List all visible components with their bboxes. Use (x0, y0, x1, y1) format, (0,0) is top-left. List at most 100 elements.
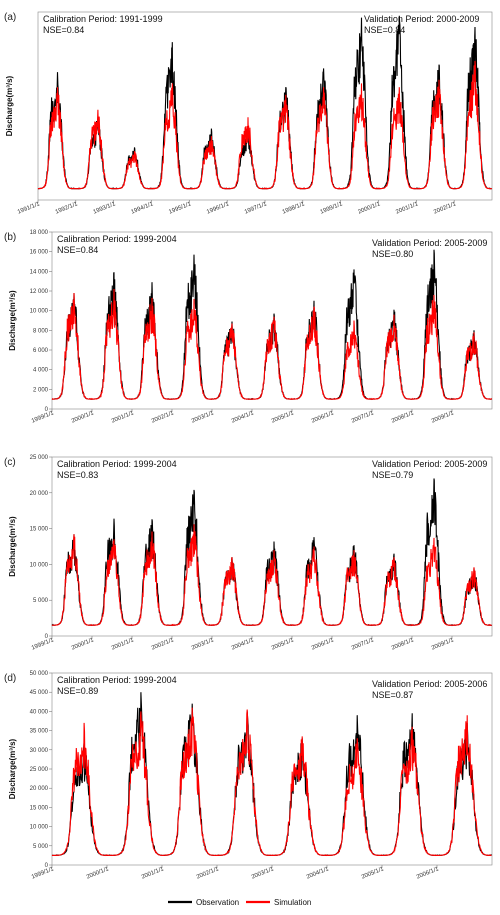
x-tick-label: 2005/1/1 (361, 866, 386, 881)
simulation-series (51, 524, 492, 627)
panel-label: (c) (4, 457, 16, 468)
x-tick-label: 2003/1/1 (191, 410, 216, 425)
panel-label: (d) (4, 673, 16, 684)
calibration-nse-label: NSE=0.84 (57, 245, 98, 255)
x-tick-label: 2001/1/1 (395, 201, 420, 216)
y-tick-label: 6 000 (33, 348, 49, 354)
x-tick-label: 2009/1/1 (431, 637, 456, 652)
legend: Observation Simulation (168, 898, 311, 907)
x-tick-label: 1999/1/1 (320, 201, 345, 216)
panel-b: (b) 0 2 000 4 000 6 000 8 000 10 000 12 000 14 0… (0, 225, 500, 450)
y-tick-label: 10 000 (30, 825, 49, 831)
calibration-period-label: Calibration Period: 1999-2004 (57, 675, 177, 685)
x-tick-label: 2009/1/1 (431, 410, 456, 425)
y-tick-label: 20 000 (30, 786, 49, 792)
x-tick-label: 2001/1/1 (111, 637, 136, 652)
x-tick-label: 2002/1/1 (433, 201, 458, 216)
x-tick-label: 1998/1/1 (282, 201, 307, 216)
x-tick-label: 2000/1/1 (71, 410, 96, 425)
validation-period-label: Validation Period: 2005-2006 (372, 679, 487, 689)
y-tick-label: 20 000 (30, 491, 49, 497)
calibration-period-label: Calibration Period: 1999-2004 (57, 234, 177, 244)
y-tick-label: 45 000 (30, 690, 49, 696)
panel-label: (b) (4, 232, 16, 243)
panel-label: (a) (4, 12, 16, 23)
x-tick-label: 2005/1/1 (271, 637, 296, 652)
plot-frame (51, 231, 493, 410)
x-tick-label: 2006/1/1 (416, 866, 441, 881)
observation-series (52, 692, 492, 857)
x-tick-label: 1999/1/1 (31, 637, 56, 652)
plot-frame (51, 672, 493, 866)
calibration-nse-label: NSE=0.83 (57, 470, 98, 480)
x-tick-label: 2003/1/1 (191, 637, 216, 652)
x-tick-label: 2004/1/1 (306, 866, 331, 881)
y-axis-label: Discharge(m³/s) (8, 516, 17, 577)
x-tick-label: 2003/1/1 (251, 866, 276, 881)
y-tick-label: 14 000 (30, 269, 49, 275)
x-tick-label: 2008/1/1 (391, 637, 416, 652)
y-tick-label: 10 000 (30, 309, 49, 315)
x-tick-label: 2002/1/1 (196, 866, 221, 881)
y-tick-label: 50 000 (30, 671, 49, 677)
legend-observation-label: Observation (196, 898, 239, 907)
simulation-series (37, 60, 493, 190)
x-tick-label: 2000/1/1 (86, 866, 111, 881)
calibration-period-label: Calibration Period: 1999-2004 (57, 459, 177, 469)
x-tick-label: 1999/1/1 (31, 410, 56, 425)
simulation-series (51, 288, 493, 401)
panel-c: (c) 0 5 000 10 000 15 000 20 000 25 000 Dischar… (0, 450, 500, 665)
simulation-series (51, 707, 492, 857)
x-tick-label: 1995/1/1 (168, 201, 193, 216)
y-tick-label: 4 000 (33, 368, 49, 374)
y-tick-label: 15 000 (30, 805, 49, 811)
y-tick-label: 5 000 (33, 598, 49, 604)
calibration-nse-label: NSE=0.84 (43, 25, 84, 35)
validation-nse-label: NSE=0.79 (372, 470, 413, 480)
y-tick-label: 25 000 (30, 767, 49, 773)
y-tick-label: 12 000 (30, 289, 49, 295)
y-tick-label: 2 000 (33, 387, 49, 393)
legend-simulation-label: Simulation (274, 898, 311, 907)
x-tick-label: 2004/1/1 (231, 410, 256, 425)
calibration-period-label: Calibration Period: 1991-1999 (43, 14, 163, 24)
y-tick-label: 5 000 (33, 844, 49, 850)
y-tick-label: 0 (45, 634, 49, 640)
observation-series (51, 478, 492, 627)
y-tick-label: 30 000 (30, 748, 49, 754)
chart-d: (d) 0 5 000 10 000 15 000 20 000 25 000 30 000 3… (4, 671, 493, 881)
x-tick-label: 1991/1/1 (17, 201, 42, 216)
validation-nse-label: NSE=0.80 (372, 249, 413, 259)
x-tick-label: 2002/1/1 (151, 410, 176, 425)
x-tick-label: 2005/1/1 (271, 410, 296, 425)
x-tick-label: 1992/1/1 (55, 201, 80, 216)
y-tick-label: 15 000 (30, 527, 49, 533)
y-axis-label: Discharge(m³/s) (8, 290, 17, 351)
chart-b: (b) 0 2 000 4 000 6 000 8 000 10 000 12 000 14 0… (4, 230, 493, 425)
x-tick-label: 1997/1/1 (244, 201, 269, 216)
x-tick-label: 1999/1/1 (31, 866, 56, 881)
x-tick-label: 2001/1/1 (111, 410, 136, 425)
x-tick-label: 2008/1/1 (391, 410, 416, 425)
validation-nse-label: NSE=0.84 (364, 25, 405, 35)
y-tick-label: 18 000 (30, 230, 49, 236)
x-tick-label: 2007/1/1 (351, 637, 376, 652)
y-tick-label: 10 000 (30, 562, 49, 568)
y-tick-label: 25 000 (30, 455, 49, 461)
validation-period-label: Validation Period: 2000-2009 (364, 14, 479, 24)
chart-c: (c) 0 5 000 10 000 15 000 20 000 25 000 Dischar… (4, 455, 493, 652)
x-tick-label: 2001/1/1 (141, 866, 166, 881)
x-tick-label: 1996/1/1 (206, 201, 231, 216)
y-axis-label: Discharge(m³/s) (5, 75, 14, 136)
panel-a: (a) Discharge(m³/s) 1991/1/1 1992/1/1 1993/1… (0, 0, 500, 225)
y-tick-label: 0 (45, 863, 49, 869)
validation-period-label: Validation Period: 2005-2009 (372, 238, 487, 248)
x-tick-label: 2000/1/1 (357, 201, 382, 216)
y-tick-label: 35 000 (30, 729, 49, 735)
x-tick-label: 1993/1/1 (93, 201, 118, 216)
x-tick-label: 2006/1/1 (311, 637, 336, 652)
x-tick-label: 2006/1/1 (311, 410, 336, 425)
x-tick-label: 2002/1/1 (151, 637, 176, 652)
calibration-nse-label: NSE=0.89 (57, 686, 98, 696)
